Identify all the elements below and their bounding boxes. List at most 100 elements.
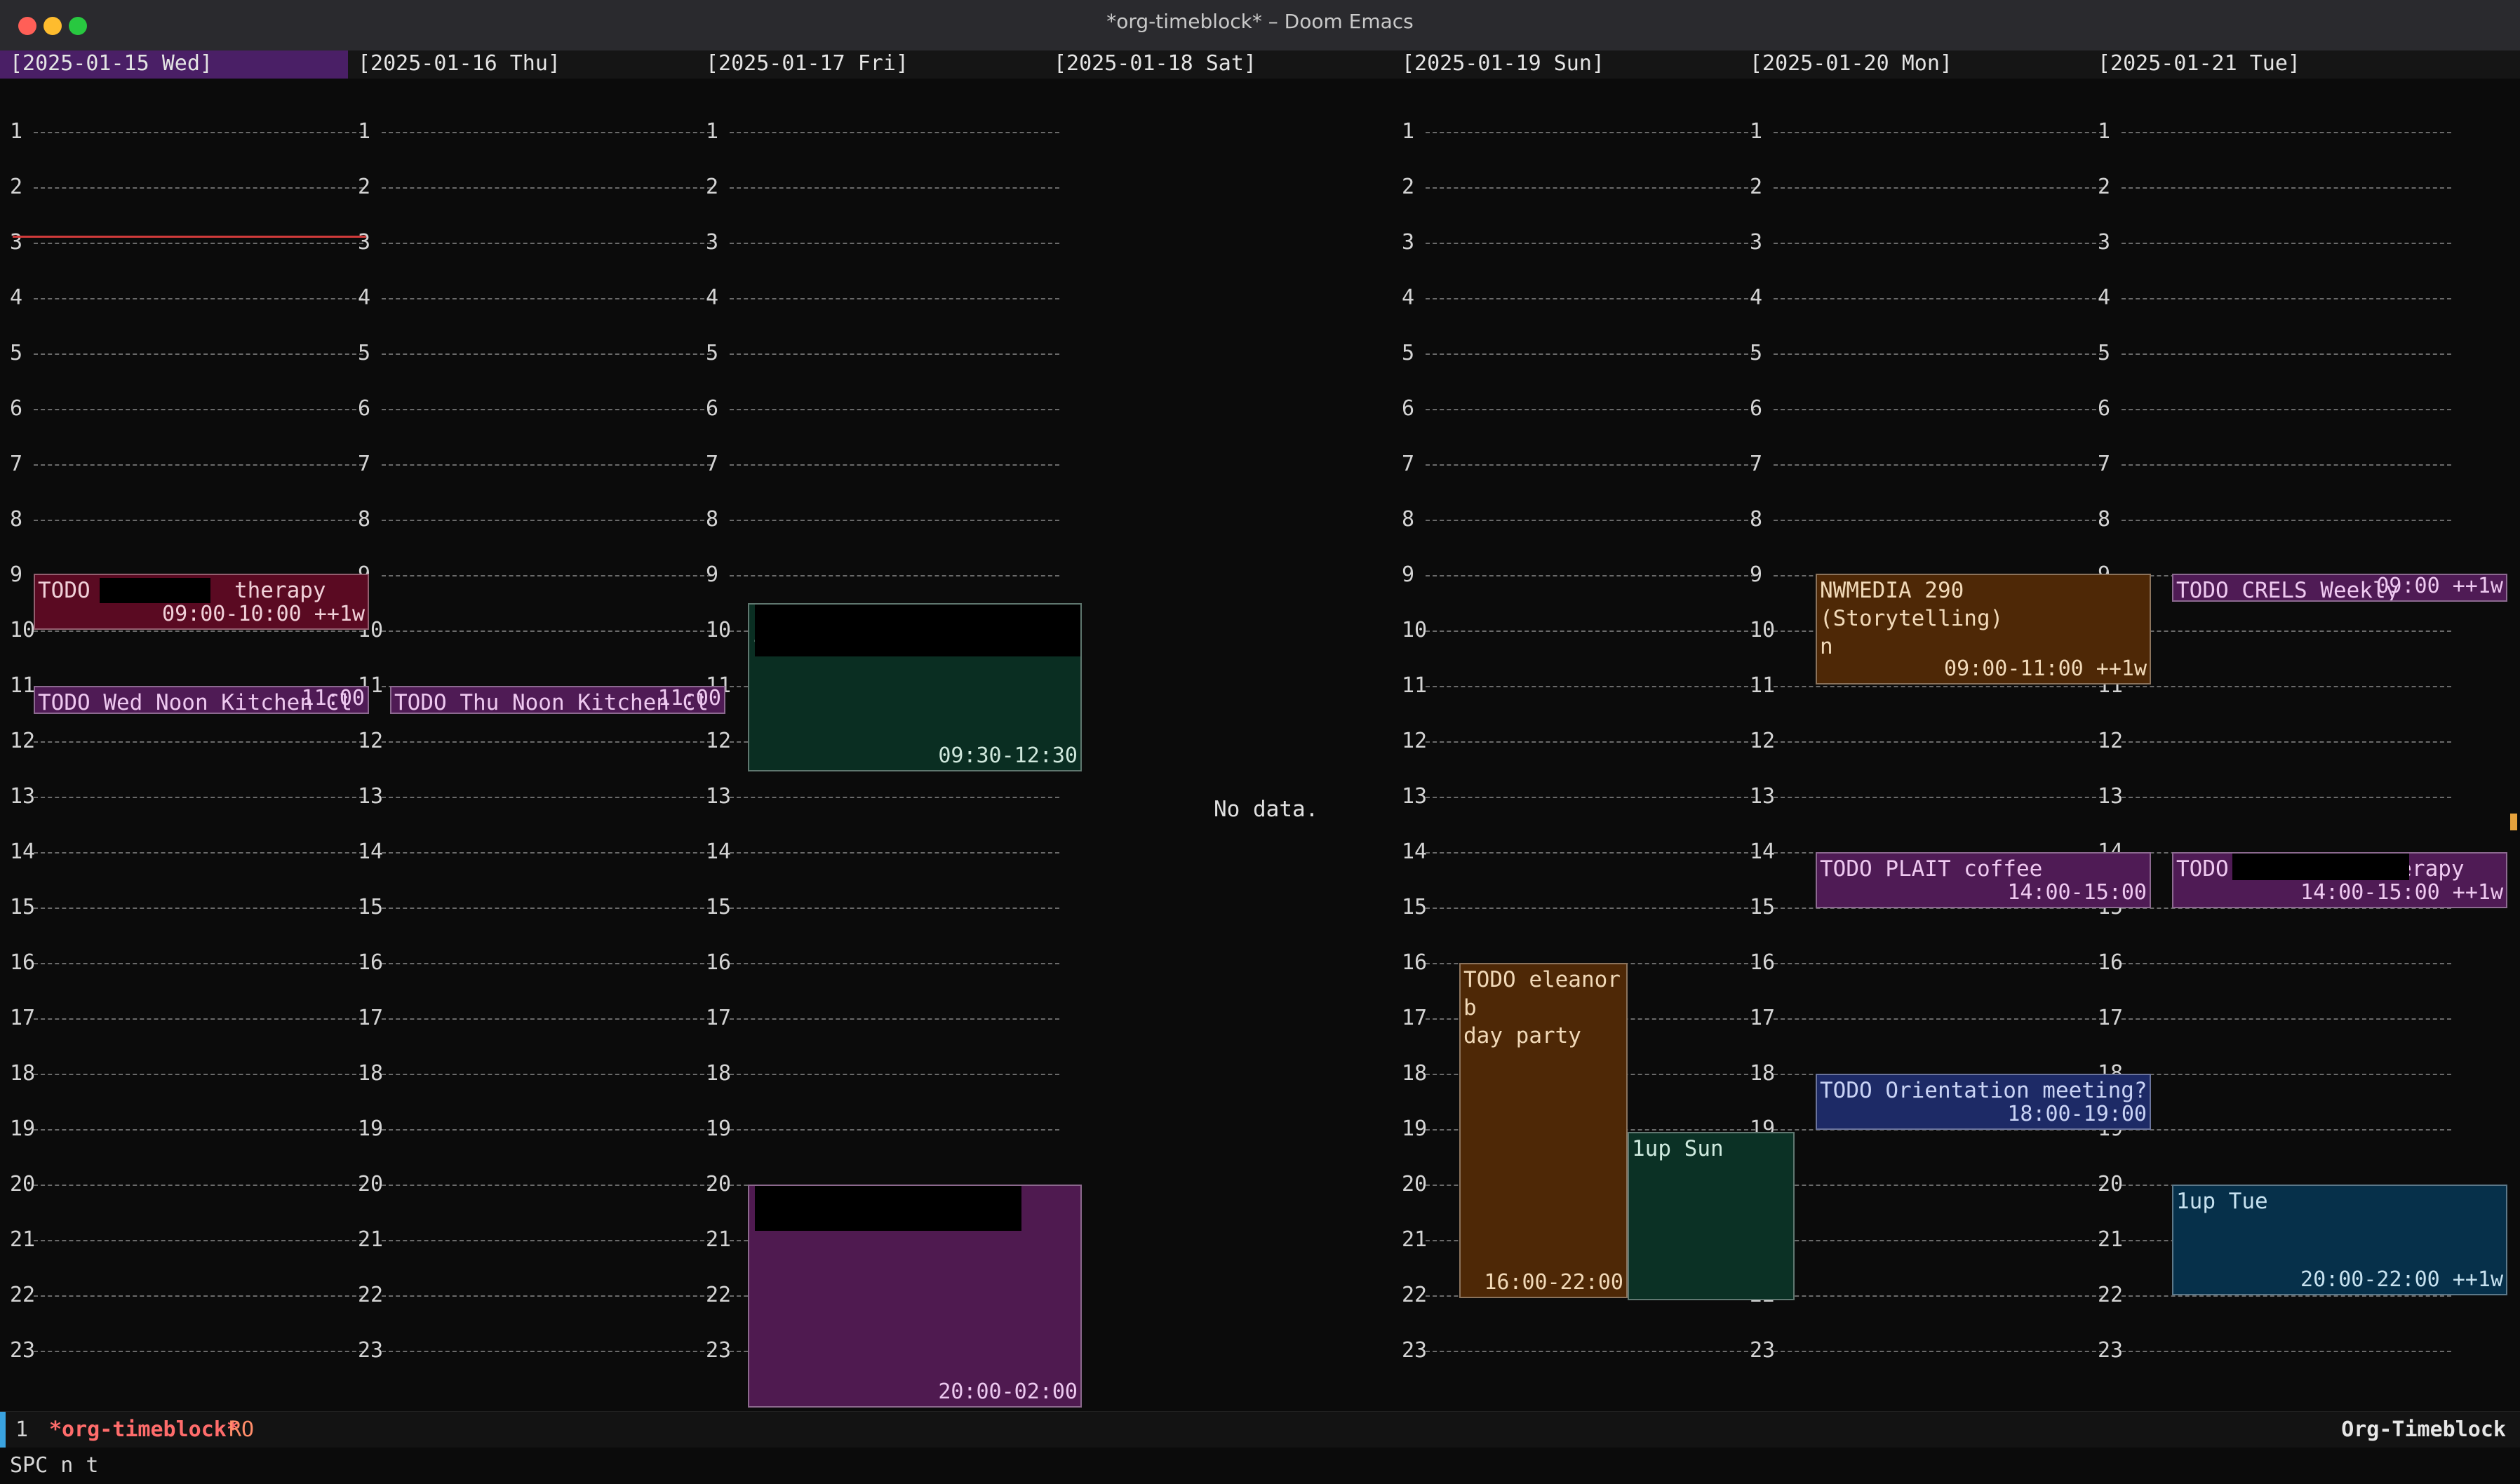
day-header-1[interactable]: [2025-01-16 Thu]	[358, 51, 561, 76]
event-block[interactable]: TODO Thu Noon Kitchen Cl 11:00	[390, 686, 725, 714]
hour-label: 7	[10, 452, 23, 476]
day-header-0[interactable]: [2025-01-15 Wed]	[0, 50, 348, 79]
hour-label: 12	[1402, 729, 1428, 753]
event-block[interactable]: TODO Wed Noon Kitchen Cl 11:00	[34, 686, 369, 714]
hour-gridline	[382, 1129, 711, 1131]
hour-gridline	[34, 298, 363, 299]
hour-gridline	[1774, 243, 2103, 244]
hour-gridline	[34, 1240, 363, 1241]
event-time: 20:00-22:00 ++1w	[2300, 1267, 2503, 1292]
hour-label: 7	[1402, 452, 1415, 476]
hour-label: 8	[706, 507, 719, 532]
hour-label: 23	[706, 1338, 732, 1363]
event-title: TODO CRELS Weekly	[2176, 578, 2399, 602]
day-header-row: [2025-01-15 Wed] [2025-01-16 Thu] [2025-01…	[0, 50, 2520, 79]
hour-label: 8	[1750, 507, 1763, 532]
minimize-window-button[interactable]	[43, 17, 62, 35]
hour-gridline	[382, 409, 711, 410]
hour-label: 15	[1750, 895, 1776, 919]
hour-gridline	[1426, 464, 1755, 466]
hour-label: 11	[1750, 673, 1776, 698]
hour-gridline	[730, 908, 1059, 909]
event-time: 18:00-19:00	[2007, 1102, 2147, 1126]
day-header-3[interactable]: [2025-01-18 Sat]	[1054, 51, 1256, 76]
event-time: 14:00-15:00 ++1w	[2300, 880, 2503, 905]
hour-gridline	[382, 298, 711, 299]
hour-label: 23	[10, 1338, 36, 1363]
event-block[interactable]: TODO therapy 14:00-15:00 ++1w	[2172, 852, 2507, 908]
event-block[interactable]: NWMEDIA 290 (Storytelling) n 09:00-11:00 …	[1816, 574, 2151, 684]
hour-label: 18	[358, 1061, 384, 1086]
hour-label: 17	[1402, 1006, 1428, 1030]
hour-label: 21	[1402, 1227, 1428, 1252]
major-mode[interactable]: Org-Timeblock	[2341, 1417, 2506, 1442]
event-title: TODO Wed Noon Kitchen Cl	[38, 690, 352, 714]
hour-label: 4	[2098, 285, 2111, 310]
day-header-5[interactable]: [2025-01-20 Mon]	[1750, 51, 1952, 76]
hour-label: 4	[1402, 285, 1415, 310]
hour-label: 6	[358, 396, 371, 421]
hour-gridline	[2122, 1018, 2451, 1020]
hour-label: 16	[706, 950, 732, 975]
hour-gridline	[34, 464, 363, 466]
hour-gridline	[34, 630, 363, 632]
event-block[interactable]: TODO CRELS Weekly 09:00 ++1w	[2172, 574, 2507, 602]
hour-gridline	[382, 132, 711, 133]
hour-gridline	[1426, 132, 1755, 133]
close-window-button[interactable]	[18, 17, 36, 35]
hour-label: 1	[2098, 119, 2111, 144]
event-time: 09:00 ++1w	[2376, 574, 2503, 598]
hour-label: 5	[1402, 341, 1415, 365]
hour-gridline	[1426, 409, 1755, 410]
event-block[interactable]: ] 109:30-12:30	[748, 603, 1082, 771]
hour-label: 17	[706, 1006, 732, 1030]
hour-label: 11	[10, 673, 36, 698]
hour-gridline	[730, 797, 1059, 798]
event-block[interactable]: TODO Orientation meeting? 18:00-19:00	[1816, 1074, 2151, 1130]
hour-label: 18	[706, 1061, 732, 1086]
hour-label: 2	[10, 175, 23, 199]
hour-label: 23	[1402, 1338, 1428, 1363]
hour-label: 16	[10, 950, 36, 975]
hour-gridline	[730, 1074, 1059, 1075]
hour-label: 15	[358, 895, 384, 919]
hour-gridline	[1774, 963, 2103, 964]
hour-gridline	[1774, 1240, 2103, 1241]
maximize-window-button[interactable]	[69, 17, 87, 35]
hour-label: 10	[1750, 618, 1776, 642]
hour-gridline	[1426, 741, 1755, 743]
hour-gridline	[34, 908, 363, 909]
redaction-block	[755, 605, 1080, 656]
hour-label: 15	[10, 895, 36, 919]
hour-gridline	[1774, 686, 2103, 687]
hour-gridline	[382, 1240, 711, 1241]
hour-label: 8	[10, 507, 23, 532]
event-block[interactable]: TODO eleanor b day party 16:00-22:00	[1459, 963, 1628, 1298]
hour-label: 5	[2098, 341, 2111, 365]
hour-label: 10	[706, 618, 732, 642]
hour-gridline	[1426, 686, 1755, 687]
scroll-indicator[interactable]	[2510, 814, 2517, 830]
event-block[interactable]: TODO therapy 09:00-10:00 ++1w	[34, 574, 369, 630]
hour-gridline	[1774, 741, 2103, 743]
hour-gridline	[34, 1295, 363, 1297]
hour-gridline	[382, 1351, 711, 1352]
hour-label: 5	[1750, 341, 1763, 365]
redaction-block	[2232, 854, 2409, 880]
hour-label: 22	[10, 1283, 36, 1307]
hour-gridline	[730, 520, 1059, 521]
hour-gridline	[2122, 908, 2451, 909]
buffer-name[interactable]: *org-timeblock*	[49, 1417, 239, 1442]
event-block[interactable]: TODO PLAIT coffee 14:00-15:00	[1816, 852, 2151, 908]
hour-label: 6	[706, 396, 719, 421]
hour-label: 12	[358, 729, 384, 753]
event-block[interactable]: 20:00-02:00	[748, 1185, 1082, 1408]
day-header-4[interactable]: [2025-01-19 Sun]	[1402, 51, 1604, 76]
day-header-6[interactable]: [2025-01-21 Tue]	[2098, 51, 2300, 76]
hour-gridline	[34, 353, 363, 355]
day-header-2[interactable]: [2025-01-17 Fri]	[706, 51, 909, 76]
event-block[interactable]: 1up Sun	[1628, 1132, 1795, 1300]
hour-gridline	[382, 1018, 711, 1020]
event-block[interactable]: 1up Tue 20:00-22:00 ++1w	[2172, 1185, 2507, 1295]
hour-label: 21	[2098, 1227, 2124, 1252]
